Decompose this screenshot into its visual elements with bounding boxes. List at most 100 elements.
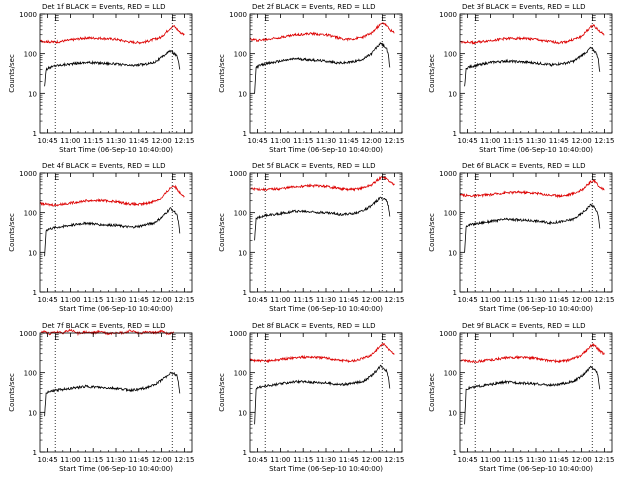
x-tick-label: 11:45 <box>549 137 569 145</box>
event-marker-label: E <box>264 333 269 342</box>
y-axis-label: Counts/sec <box>428 213 436 252</box>
x-tick-label: 11:15 <box>293 296 313 304</box>
x-axis-label: Start Time (06-Sep-10 10:40:00) <box>479 465 593 473</box>
x-tick-label: 11:30 <box>316 137 336 145</box>
y-tick-label: 10 <box>448 409 457 417</box>
chart-title: Det 8f BLACK = Events, RED = LLD <box>252 322 375 330</box>
y-axis-label: Counts/sec <box>8 373 16 412</box>
x-tick-label: 11:45 <box>339 137 359 145</box>
y-tick-label: 10 <box>238 249 247 257</box>
x-tick-label: 10:45 <box>38 296 58 304</box>
series-events-line <box>464 203 601 253</box>
series-lld-line <box>39 184 185 207</box>
x-tick-label: 12:15 <box>174 296 194 304</box>
y-tick-label: 1 <box>33 289 37 297</box>
x-tick-label: 11:30 <box>106 137 126 145</box>
x-tick-label: 12:15 <box>384 456 404 464</box>
y-tick-label: 10 <box>448 249 457 257</box>
x-tick-label: 11:30 <box>316 456 336 464</box>
event-marker-label: E <box>264 173 269 182</box>
chart-title: Det 3f BLACK = Events, RED = LLD <box>462 3 585 11</box>
y-tick-label: 10 <box>238 90 247 98</box>
x-axis-label: Start Time (06-Sep-10 10:40:00) <box>59 465 173 473</box>
chart-title: Det 9f BLACK = Events, RED = LLD <box>462 322 585 330</box>
y-tick-label: 1000 <box>19 330 37 338</box>
x-axis-label: Start Time (06-Sep-10 10:40:00) <box>269 305 383 313</box>
plot-frame <box>39 332 193 453</box>
x-tick-label: 11:00 <box>60 456 80 464</box>
x-tick-label: 11:15 <box>503 137 523 145</box>
plot-frame <box>459 13 613 134</box>
x-tick-label: 10:45 <box>38 456 58 464</box>
y-axis-label: Counts/sec <box>8 54 16 93</box>
y-tick-label: 1000 <box>19 11 37 19</box>
y-tick-label: 10 <box>28 409 37 417</box>
event-marker-label: E <box>381 14 386 23</box>
x-tick-label: 11:00 <box>270 456 290 464</box>
y-tick-label: 1 <box>453 449 457 457</box>
y-tick-label: 10 <box>28 90 37 98</box>
x-tick-label: 11:45 <box>129 456 149 464</box>
series-events-line <box>464 365 601 425</box>
y-tick-label: 1 <box>243 449 247 457</box>
x-axis-label: Start Time (06-Sep-10 10:40:00) <box>479 146 593 154</box>
event-marker-label: E <box>54 333 59 342</box>
y-axis-label: Counts/sec <box>428 373 436 412</box>
event-marker-label: E <box>591 333 596 342</box>
chart-title: Det 6f BLACK = Events, RED = LLD <box>462 162 585 170</box>
event-marker-label: E <box>474 333 479 342</box>
x-tick-label: 12:15 <box>594 137 614 145</box>
plot-frame <box>39 13 193 134</box>
x-tick-label: 12:00 <box>572 456 592 464</box>
event-marker-label: E <box>474 173 479 182</box>
x-tick-label: 11:00 <box>60 137 80 145</box>
y-tick-label: 1 <box>243 130 247 138</box>
x-tick-label: 11:45 <box>129 137 149 145</box>
event-marker-label: E <box>264 14 269 23</box>
event-marker-label: E <box>54 14 59 23</box>
y-tick-label: 1 <box>453 130 457 138</box>
x-tick-label: 10:45 <box>458 296 478 304</box>
y-tick-label: 1000 <box>229 11 247 19</box>
x-axis-label: Start Time (06-Sep-10 10:40:00) <box>59 305 173 313</box>
x-tick-label: 12:15 <box>174 456 194 464</box>
y-tick-label: 1000 <box>229 170 247 178</box>
x-tick-label: 11:15 <box>503 296 523 304</box>
x-tick-label: 12:15 <box>174 137 194 145</box>
x-tick-label: 11:45 <box>129 296 149 304</box>
y-tick-label: 100 <box>444 210 457 218</box>
x-tick-label: 11:30 <box>316 296 336 304</box>
y-axis-label: Counts/sec <box>218 213 226 252</box>
y-tick-label: 1 <box>33 449 37 457</box>
chart-title: Det 7f BLACK = Events, RED = LLD <box>42 322 165 330</box>
event-marker-label: E <box>381 333 386 342</box>
plot-frame <box>249 332 403 453</box>
x-tick-label: 11:00 <box>60 296 80 304</box>
series-lld-line <box>459 343 605 364</box>
x-tick-label: 11:00 <box>480 296 500 304</box>
x-tick-label: 11:30 <box>526 456 546 464</box>
series-events-line <box>44 49 181 87</box>
y-tick-label: 1000 <box>439 330 457 338</box>
series-lld-line <box>39 328 174 337</box>
plot-frame <box>39 172 193 293</box>
y-tick-label: 1 <box>453 289 457 297</box>
y-axis-label: Counts/sec <box>218 54 226 93</box>
x-tick-label: 10:45 <box>248 137 268 145</box>
y-tick-label: 1000 <box>439 11 457 19</box>
y-tick-label: 10 <box>28 249 37 257</box>
event-marker-label: E <box>381 173 386 182</box>
y-tick-label: 1000 <box>19 170 37 178</box>
x-tick-label: 12:00 <box>572 137 592 145</box>
series-lld-line <box>40 25 185 45</box>
x-tick-label: 12:00 <box>362 137 382 145</box>
y-axis-label: Counts/sec <box>218 373 226 412</box>
series-lld-line <box>249 343 395 364</box>
x-tick-label: 12:15 <box>384 296 404 304</box>
series-events-line <box>44 371 181 417</box>
x-tick-label: 11:00 <box>480 456 500 464</box>
